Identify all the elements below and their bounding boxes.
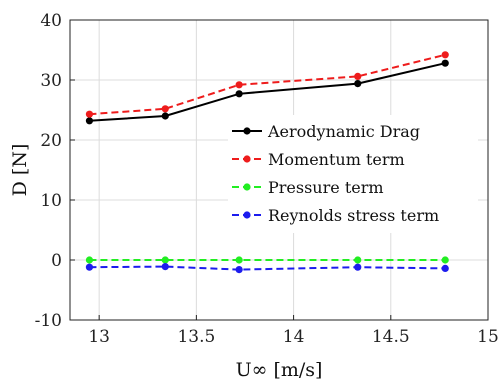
- legend-marker: [243, 155, 251, 163]
- legend-marker: [243, 183, 251, 191]
- data-point: [441, 256, 449, 264]
- data-point: [441, 59, 449, 67]
- legend-label: Momentum term: [268, 150, 405, 169]
- legend-item: Reynolds stress term: [232, 206, 439, 225]
- data-point: [161, 105, 169, 113]
- y-tick-label: 40: [40, 11, 62, 31]
- data-point: [235, 90, 243, 98]
- axis-ticks: 13 13.5 14 14.5 15 -10 0 10 20 30 40: [35, 11, 499, 347]
- data-point: [85, 256, 94, 264]
- y-axis-label: D [N]: [9, 144, 31, 197]
- legend-item: Pressure term: [232, 178, 384, 197]
- legend-item: Aerodynamic Drag: [232, 122, 420, 141]
- data-point: [441, 264, 449, 272]
- series-line: [89, 265, 446, 271]
- y-tick-label: 20: [40, 131, 62, 151]
- data-point: [235, 81, 243, 89]
- data-point: [354, 263, 362, 271]
- legend-item: Momentum term: [232, 150, 405, 169]
- data-point: [161, 256, 169, 264]
- x-tick-label: 15: [477, 327, 499, 347]
- series-line: [89, 53, 446, 116]
- data-point: [85, 263, 94, 271]
- series-line: [89, 62, 446, 122]
- data-point: [354, 80, 362, 88]
- legend-label: Aerodynamic Drag: [267, 122, 420, 141]
- x-tick-label: 13.5: [177, 327, 215, 347]
- x-tick-label: 14.5: [372, 327, 410, 347]
- data-point: [161, 112, 169, 120]
- x-tick-label: 14: [283, 327, 305, 347]
- data-point: [441, 51, 449, 59]
- data-point: [354, 256, 362, 264]
- legend-box: [228, 115, 478, 233]
- legend: Aerodynamic Drag Momentum term Pressure te…: [228, 115, 478, 233]
- series-group: [85, 51, 449, 274]
- y-tick-label: 30: [40, 71, 62, 91]
- data-point: [235, 256, 243, 264]
- legend-label: Reynolds stress term: [268, 206, 439, 225]
- legend-marker: [243, 211, 251, 219]
- y-tick-label: -10: [35, 311, 62, 331]
- series-pressure-term: [85, 256, 449, 264]
- series-momentum-term: [85, 51, 449, 118]
- x-tick-label: 13: [88, 327, 110, 347]
- series-aerodynamic-drag: [85, 59, 449, 125]
- data-point: [161, 263, 169, 271]
- plot-area: [69, 19, 489, 321]
- data-point: [235, 266, 243, 274]
- y-tick-label: 0: [51, 251, 62, 271]
- data-point: [354, 72, 362, 80]
- legend-label: Pressure term: [268, 178, 384, 197]
- data-point: [85, 117, 94, 125]
- legend-marker: [243, 127, 251, 135]
- series-reynolds-stress-term: [85, 263, 449, 274]
- data-point: [85, 110, 94, 118]
- x-axis-label: U∞ [m/s]: [236, 359, 323, 381]
- y-tick-label: 10: [40, 191, 62, 211]
